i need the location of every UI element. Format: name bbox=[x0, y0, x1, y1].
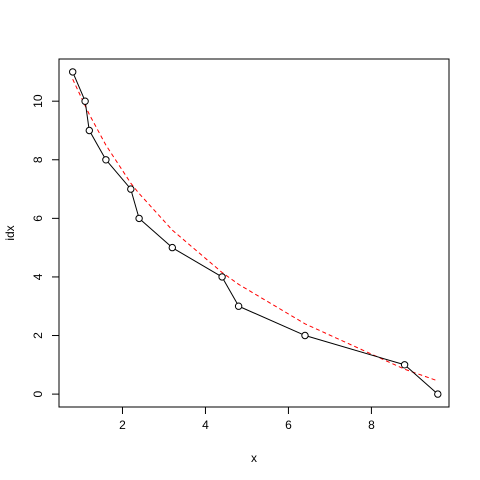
series-segment bbox=[406, 366, 436, 393]
series-segment bbox=[223, 279, 238, 304]
y-axis-label: idx bbox=[3, 225, 17, 240]
y-tick-label: 8 bbox=[31, 156, 45, 163]
data-point bbox=[234, 302, 243, 310]
data-point bbox=[69, 68, 77, 76]
series-layer bbox=[69, 68, 442, 398]
data-point bbox=[168, 243, 177, 252]
data-point bbox=[218, 273, 226, 281]
y-tick-label: 2 bbox=[31, 332, 45, 339]
data-point bbox=[85, 126, 94, 135]
data-point bbox=[434, 390, 442, 398]
data-point bbox=[102, 156, 110, 164]
x-tick-label: 8 bbox=[368, 418, 375, 432]
x-tick-label: 6 bbox=[285, 418, 292, 432]
y-tick-label: 0 bbox=[31, 390, 45, 397]
data-point bbox=[81, 97, 89, 105]
series-segment bbox=[107, 161, 130, 187]
data-point bbox=[127, 185, 135, 193]
series-segment bbox=[307, 335, 402, 365]
x-axis-label: x bbox=[251, 451, 257, 465]
data-point bbox=[400, 361, 409, 369]
y-tick-label: 10 bbox=[31, 94, 45, 108]
series-segment bbox=[73, 74, 85, 99]
series-segment bbox=[90, 133, 105, 158]
x-tick-label: 2 bbox=[119, 418, 126, 432]
y-tick-label: 6 bbox=[31, 215, 45, 222]
data-point bbox=[301, 331, 309, 340]
x-axis: 2 4 6 8 bbox=[119, 406, 375, 432]
series-segment bbox=[174, 248, 220, 276]
series-segment bbox=[241, 307, 303, 335]
plot-frame bbox=[58, 58, 450, 408]
series-segment bbox=[131, 191, 139, 216]
data-point bbox=[135, 214, 143, 223]
y-tick-label: 4 bbox=[31, 273, 45, 280]
fit-series-line bbox=[72, 78, 438, 382]
series-segment bbox=[141, 220, 171, 246]
y-axis: 0 2 4 6 8 10 bbox=[31, 94, 60, 397]
x-tick-label: 4 bbox=[202, 418, 209, 432]
series-segment bbox=[85, 104, 90, 128]
